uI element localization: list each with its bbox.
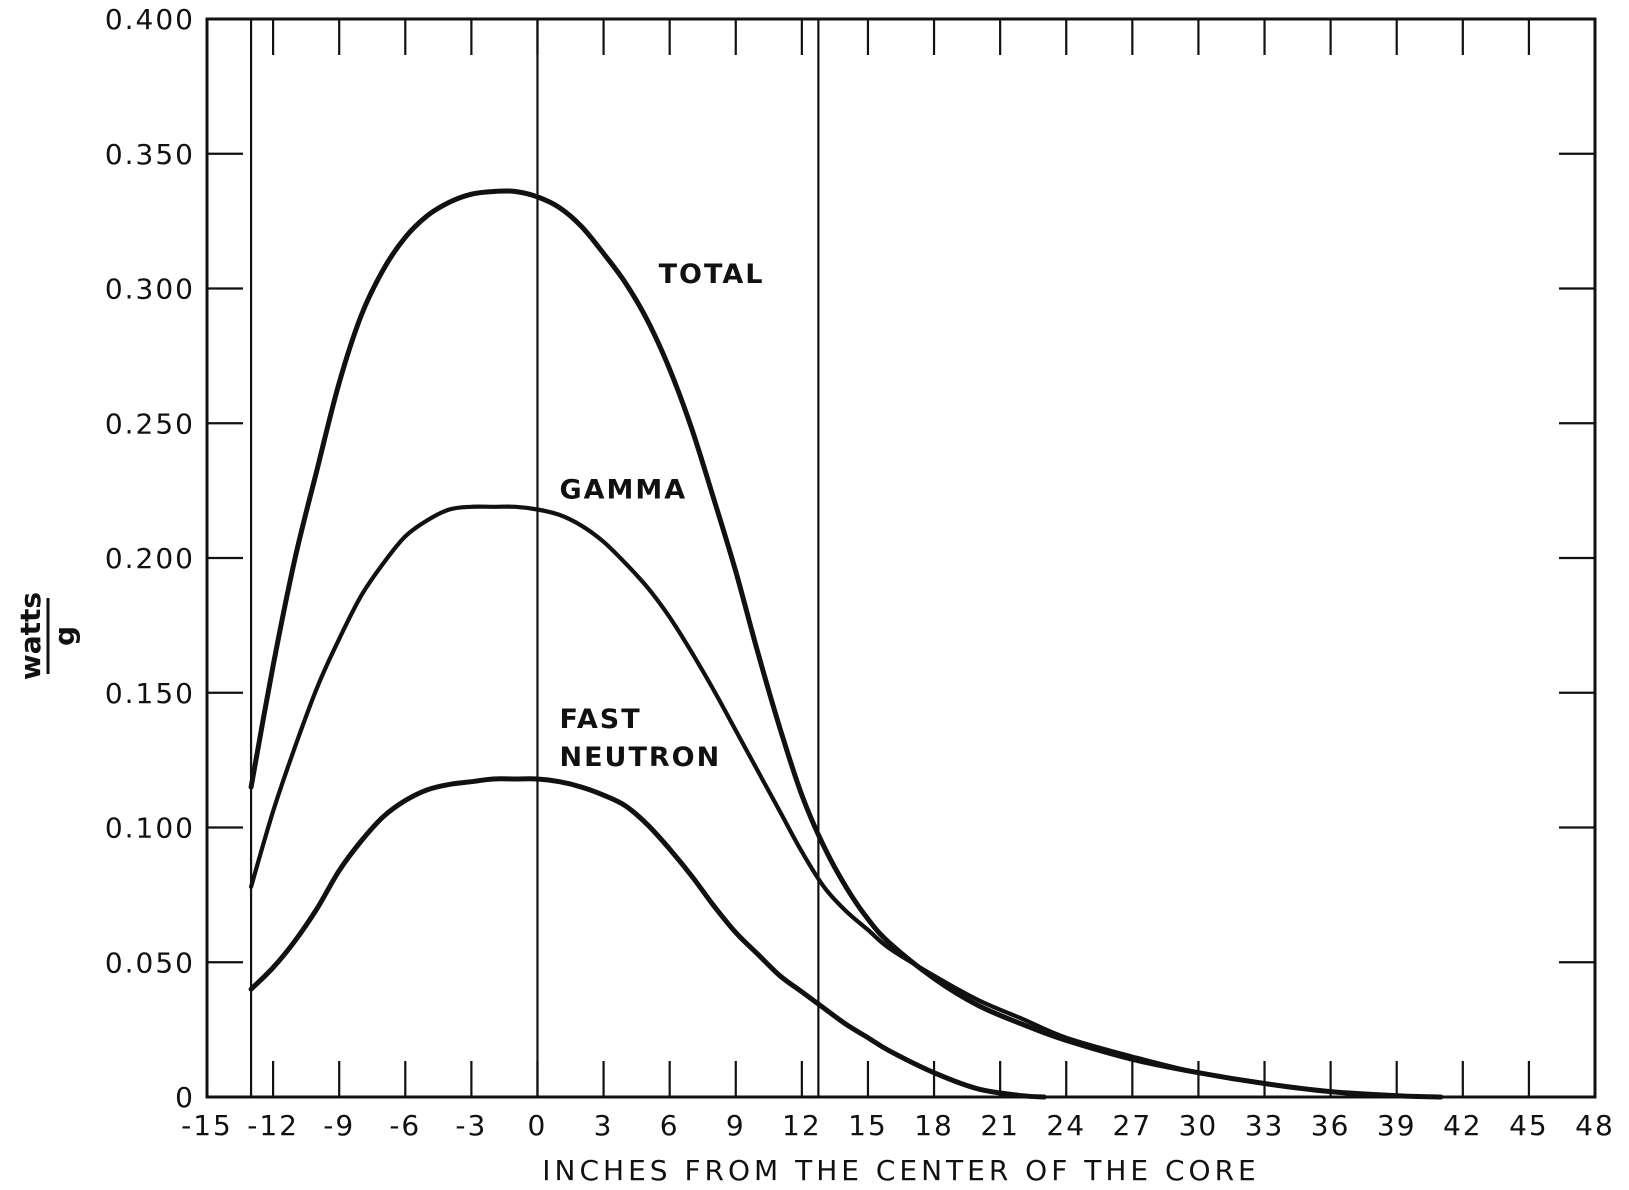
series-label-gamma: GAMMA <box>560 475 688 506</box>
y-axis-tick-labels: 0 0.050 0.100 0.150 0.200 0.250 0.300 0.350 0.40… <box>105 3 195 1114</box>
x-tick-label: 33 <box>1245 1109 1285 1142</box>
x-axis-title: INCHES FROM THE CENTER OF THE CORE <box>542 1154 1259 1187</box>
series-line-gamma <box>249 504 1443 1100</box>
x-tick-label: 3 <box>594 1109 614 1142</box>
x-tick-label: 15 <box>848 1109 888 1142</box>
y-tick-label: 0.050 <box>105 946 195 979</box>
series-line-fast-neutron <box>248 776 1047 1100</box>
series-label-total: TOTAL <box>659 259 765 290</box>
x-tick-label: 42 <box>1443 1109 1483 1142</box>
y-tick-label: 0.100 <box>105 812 195 845</box>
series-lines <box>248 188 1444 1100</box>
x-tick-label: 0 <box>528 1109 548 1142</box>
x-tick-label: -6 <box>389 1109 421 1142</box>
y-axis-ticks <box>207 152 1595 964</box>
x-tick-label: 18 <box>914 1109 954 1142</box>
x-tick-label: 12 <box>782 1109 822 1142</box>
y-axis-title-denominator: g <box>48 626 81 646</box>
plot-frame <box>205 17 1597 1099</box>
y-tick-label: 0.350 <box>105 138 195 171</box>
y-tick-label: 0.200 <box>105 542 195 575</box>
series-label-fast-neutron: FAST <box>560 704 642 735</box>
x-tick-label: -15 <box>181 1109 233 1142</box>
y-tick-label: 0 <box>175 1081 195 1114</box>
x-tick-label: -12 <box>247 1109 299 1142</box>
x-tick-label: 6 <box>660 1109 680 1142</box>
series-line-total <box>248 188 1444 1100</box>
x-tick-label: 27 <box>1113 1109 1153 1142</box>
y-axis-title-numerator: watts <box>14 592 47 680</box>
y-tick-label: 0.400 <box>105 3 195 36</box>
x-axis-tick-labels: -15 -12 -9 -6 -3 0 3 6 9 12 15 18 21 24 27 30 33 36 39 42 45… <box>181 1109 1615 1142</box>
x-tick-label: 48 <box>1575 1109 1615 1142</box>
x-tick-label: 36 <box>1311 1109 1351 1142</box>
series-label-fast-neutron: NEUTRON <box>560 742 722 773</box>
y-tick-label: 0.300 <box>105 273 195 306</box>
y-axis-title: watts g <box>14 592 81 680</box>
x-tick-label: -3 <box>455 1109 487 1142</box>
series-labels: TOTAL GAMMA FAST NEUTRON <box>560 259 765 773</box>
x-tick-label: 39 <box>1377 1109 1417 1142</box>
x-tick-label: 24 <box>1046 1109 1086 1142</box>
y-tick-label: 0.150 <box>105 677 195 710</box>
y-tick-label: 0.250 <box>105 407 195 440</box>
x-tick-label: -9 <box>323 1109 355 1142</box>
x-tick-label: 30 <box>1179 1109 1219 1142</box>
x-axis-ticks <box>271 19 1531 1097</box>
x-tick-label: 9 <box>726 1109 746 1142</box>
x-tick-label: 21 <box>980 1109 1020 1142</box>
x-tick-label: 45 <box>1509 1109 1549 1142</box>
